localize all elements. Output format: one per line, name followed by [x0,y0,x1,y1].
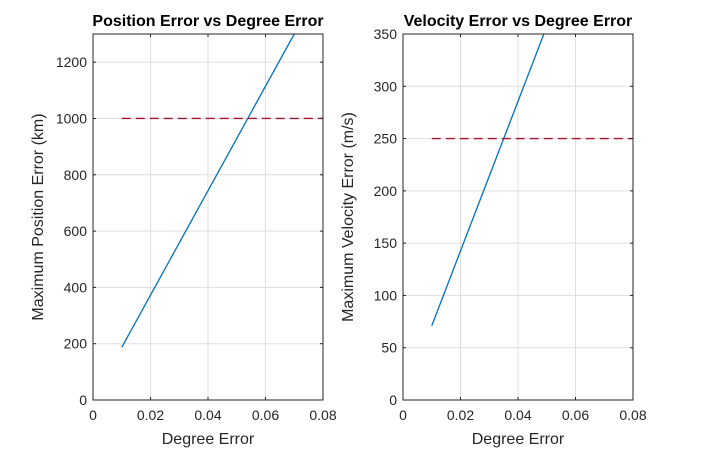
y-tick-label: 50 [381,340,397,356]
x-tick-label: 0.06 [562,407,589,423]
y-tick-label: 1200 [56,54,87,70]
x-tick-label: 0.02 [137,407,164,423]
x-tick-label: 0.06 [252,407,279,423]
chart-title: Velocity Error vs Degree Error [404,13,633,30]
x-tick-label: 0.08 [619,407,646,423]
error-line [431,34,545,326]
y-tick-label: 400 [64,279,88,295]
y-axis-label: Maximum Position Error (km) [30,113,47,320]
y-tick-label: 600 [64,223,88,239]
x-tick-label: 0 [89,407,97,423]
y-tick-label: 350 [374,26,398,42]
y-tick-label: 300 [374,78,398,94]
y-tick-label: 0 [79,392,87,408]
x-axis-label: Degree Error [472,431,565,448]
x-tick-label: 0 [399,407,407,423]
chart-2: 0 0.02 0.04 0.06 0.08 0 50 100 150 200 250 300 350 Ve… [340,13,647,448]
y-axis-label: Maximum Velocity Error (m/s) [340,112,357,322]
x-tick-label: 0.04 [504,407,531,423]
chart-1: 0 0.02 0.04 0.06 0.08 0 200 400 600 800 1000 1200 Po… [30,13,337,448]
y-tick-label: 250 [374,131,398,147]
x-tick-label: 0.08 [309,407,336,423]
chart-title: Position Error vs Degree Error [92,13,323,30]
y-tick-label: 0 [389,392,397,408]
x-tick-label: 0.04 [194,407,221,423]
error-line [121,34,295,348]
y-tick-label: 100 [374,287,398,303]
y-tick-label: 200 [64,336,88,352]
y-tick-label: 150 [374,235,398,251]
y-tick-label: 200 [374,183,398,199]
x-axis-label: Degree Error [162,431,255,448]
y-tick-label: 1000 [56,110,87,126]
x-tick-label: 0.02 [447,407,474,423]
y-tick-label: 800 [64,167,88,183]
